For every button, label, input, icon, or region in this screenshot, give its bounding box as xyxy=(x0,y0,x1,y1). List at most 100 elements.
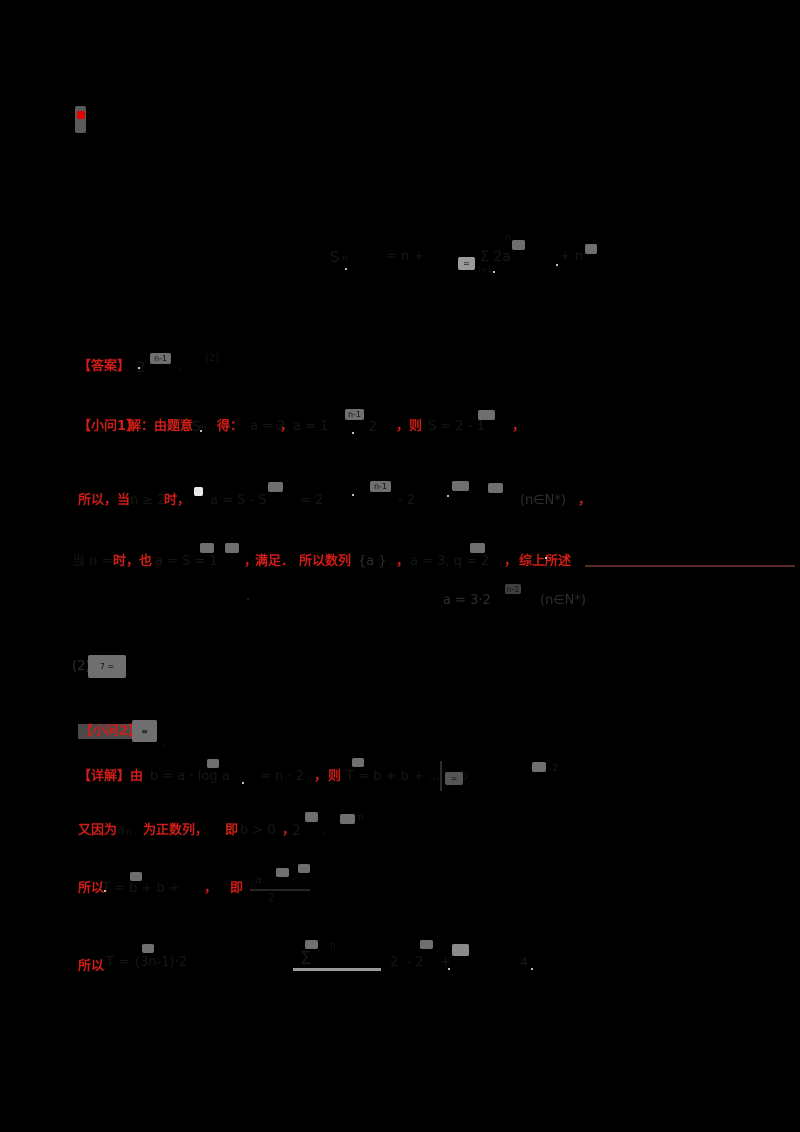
placeholder-box: = xyxy=(445,772,463,785)
part1-label: 【小问1】 xyxy=(78,419,140,434)
placeholder-box xyxy=(276,868,289,877)
placeholder-box xyxy=(130,872,142,881)
placeholder-box: n-1 xyxy=(370,481,391,492)
faint-math-text: {a } xyxy=(358,554,387,569)
hidden-math-text: . xyxy=(178,359,183,374)
hidden-math-text: 2 - 2 xyxy=(390,955,424,970)
hidden-math-text: T = xyxy=(106,955,129,970)
hidden-math-text: 2 xyxy=(268,891,275,904)
hidden-math-text: 2 xyxy=(292,823,301,839)
faint-math-text: (2) xyxy=(72,659,91,674)
hidden-math-text: 当 n = 1 xyxy=(72,554,125,569)
hidden-math-text: i=1 xyxy=(478,265,493,274)
hidden-math-text: a = 2 xyxy=(250,419,286,434)
placeholder-box xyxy=(305,812,318,822)
hidden-math-text: n xyxy=(201,424,207,434)
placeholder-box xyxy=(340,814,355,824)
hidden-math-text: S xyxy=(330,248,340,266)
red-annotation-text: 解：由题意 xyxy=(128,419,194,434)
red-annotation-text: 所以数列 xyxy=(299,554,352,569)
hidden-math-text: 2 xyxy=(136,358,146,376)
red-annotation-text: ， xyxy=(244,554,258,569)
hidden-math-text: T = b + b + xyxy=(102,881,180,896)
red-annotation-text: 即 xyxy=(230,881,244,896)
marker-highlight-block xyxy=(75,106,86,133)
hidden-math-text: , xyxy=(322,823,327,838)
hidden-math-text: + n xyxy=(560,249,584,264)
placeholder-box xyxy=(452,944,469,956)
red-annotation-text: ， xyxy=(204,881,218,896)
white-speck xyxy=(352,494,354,496)
white-speck xyxy=(345,268,347,270)
faint-math-text: (n∈N*) xyxy=(540,593,586,608)
hidden-math-text: Σ xyxy=(300,948,312,969)
red-annotation-text: 时，也 xyxy=(113,554,153,569)
hidden-math-text: = n · 2 xyxy=(260,769,304,784)
hidden-math-text: S xyxy=(192,419,201,435)
faint-math-text: · xyxy=(246,593,251,608)
hidden-math-text: (3n-1)·2 xyxy=(135,955,188,970)
white-speck xyxy=(545,557,547,559)
white-speck xyxy=(493,271,495,273)
red-annotation-text: ， xyxy=(280,419,294,434)
red-annotation-text: 则 xyxy=(409,419,423,434)
white-speck xyxy=(200,430,202,432)
hidden-math-text: + xyxy=(440,955,451,970)
rule-line xyxy=(250,889,310,891)
hidden-math-text: 4 xyxy=(520,955,528,969)
red-annotation-text: 又因为 xyxy=(78,823,118,838)
placeholder-box xyxy=(225,543,239,553)
white-speck xyxy=(242,782,244,784)
white-speck xyxy=(352,432,354,434)
placeholder-box xyxy=(585,244,597,254)
hidden-math-text: , xyxy=(162,735,167,750)
placeholder-box xyxy=(200,543,214,553)
white-speck xyxy=(448,968,450,970)
red-annotation-text: 则 xyxy=(328,769,342,784)
marker-red-dot xyxy=(77,111,85,119)
placeholder-box xyxy=(352,758,364,767)
placeholder-box xyxy=(470,543,485,553)
hidden-math-text: - 2 xyxy=(398,493,416,508)
placeholder-box xyxy=(488,483,503,493)
white-speck xyxy=(138,367,140,369)
hidden-math-text: a = S = 1 xyxy=(155,554,218,569)
hidden-math-text: a xyxy=(255,873,262,886)
fraction-bar xyxy=(293,968,381,971)
red-underline xyxy=(585,565,795,567)
hidden-math-text: n xyxy=(505,233,511,243)
placeholder-box xyxy=(298,864,310,873)
placeholder-box: n-1 xyxy=(150,353,171,364)
red-annotation-text: ， xyxy=(314,769,328,784)
placeholder-box xyxy=(452,481,469,491)
detail-label: 【详解】由 xyxy=(78,769,144,784)
red-annotation-text: ， xyxy=(396,554,410,569)
hidden-math-text: n ≥ 2 xyxy=(130,493,166,508)
white-speck xyxy=(104,890,106,892)
hidden-math-text: = n + xyxy=(386,249,425,264)
red-annotation-text: 所以， xyxy=(78,493,118,508)
placeholder-box xyxy=(512,240,525,250)
hidden-math-text: S = 2 - 1 xyxy=(428,419,485,434)
red-annotation-text: ， xyxy=(578,493,592,508)
hidden-math-text: = 2 xyxy=(300,493,324,508)
red-annotation-text: 所以 xyxy=(78,959,105,974)
hidden-math-text: n xyxy=(126,828,132,838)
hidden-math-text: b = a · log a xyxy=(150,769,230,784)
placeholder-box: = xyxy=(458,257,475,270)
red-annotation-text: 所以 xyxy=(78,881,105,896)
placeholder-box: ≡ xyxy=(132,720,157,742)
white-speck xyxy=(556,264,558,266)
placeholder-box xyxy=(142,944,154,953)
hidden-math-text: 2 xyxy=(552,763,559,774)
red-annotation-text: 满足． xyxy=(255,554,295,569)
faint-math-text: (n∈N*) xyxy=(520,493,566,508)
hidden-math-text: n xyxy=(342,254,348,264)
hidden-math-text: a = S - S xyxy=(210,493,267,508)
placeholder-box xyxy=(268,482,283,492)
placeholder-box xyxy=(420,940,433,949)
hidden-math-text: a = 3, q = 2 xyxy=(410,554,490,569)
hidden-math-text: a = 1 xyxy=(293,419,329,434)
hidden-math-text: b > 0 xyxy=(240,823,276,838)
red-annotation-text: 得： xyxy=(217,419,244,434)
